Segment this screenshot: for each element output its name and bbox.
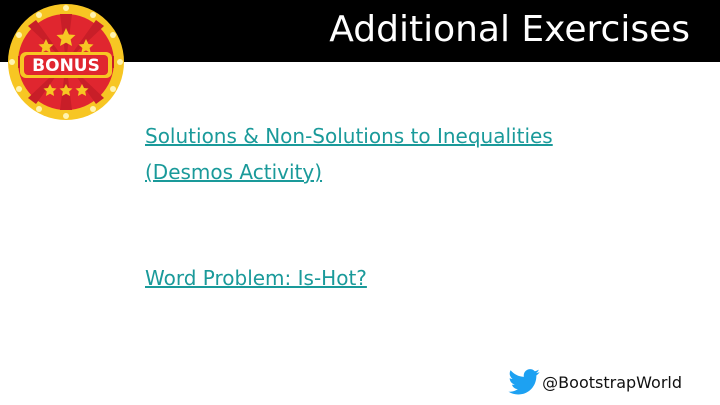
page-title: Additional Exercises (329, 9, 690, 50)
link-line-1: Solutions & Non-Solutions to Inequalitie… (145, 124, 553, 148)
badge-label: BONUS (32, 56, 100, 76)
twitter-handle[interactable]: @BootstrapWorld (542, 372, 682, 392)
bonus-badge-icon: BONUS (8, 4, 124, 120)
twitter-bird-icon (508, 369, 540, 395)
link-line-1: Word Problem: Is-Hot? (145, 266, 367, 290)
link-solutions-inequalities[interactable]: Solutions & Non-Solutions to Inequalitie… (145, 118, 705, 190)
footer-twitter: @BootstrapWorld (508, 369, 682, 395)
link-word-problem-is-hot[interactable]: Word Problem: Is-Hot? (145, 260, 705, 296)
link-line-2: (Desmos Activity) (145, 160, 323, 184)
exercise-links: Solutions & Non-Solutions to Inequalitie… (145, 118, 705, 296)
